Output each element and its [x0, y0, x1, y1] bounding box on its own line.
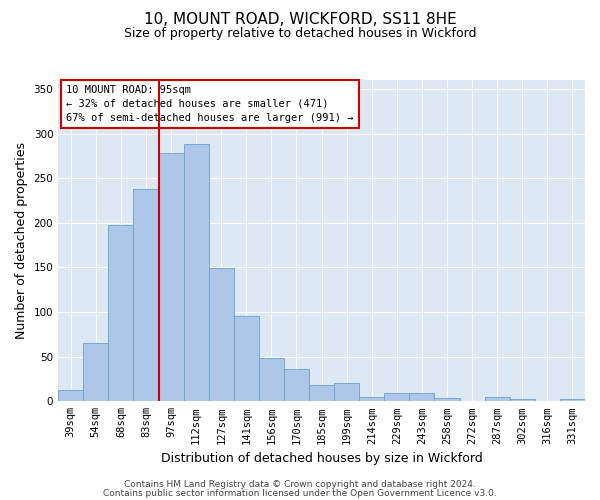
Bar [359, 397, 385, 402]
Bar [209, 268, 234, 402]
Bar [385, 394, 409, 402]
Bar [560, 398, 585, 402]
Bar [485, 397, 510, 402]
Bar [510, 398, 535, 402]
Y-axis label: Number of detached properties: Number of detached properties [15, 142, 28, 339]
Bar [334, 384, 359, 402]
Bar [259, 358, 284, 402]
X-axis label: Distribution of detached houses by size in Wickford: Distribution of detached houses by size … [161, 452, 482, 465]
Bar [83, 344, 109, 402]
Bar [409, 394, 434, 402]
Text: Contains HM Land Registry data © Crown copyright and database right 2024.: Contains HM Land Registry data © Crown c… [124, 480, 476, 489]
Text: 10, MOUNT ROAD, WICKFORD, SS11 8HE: 10, MOUNT ROAD, WICKFORD, SS11 8HE [143, 12, 457, 28]
Bar [434, 398, 460, 402]
Bar [234, 316, 259, 402]
Bar [184, 144, 209, 402]
Bar [109, 224, 133, 402]
Bar [133, 189, 158, 402]
Text: Contains public sector information licensed under the Open Government Licence v3: Contains public sector information licen… [103, 488, 497, 498]
Bar [58, 390, 83, 402]
Text: 10 MOUNT ROAD: 95sqm
← 32% of detached houses are smaller (471)
67% of semi-deta: 10 MOUNT ROAD: 95sqm ← 32% of detached h… [66, 85, 353, 123]
Text: Size of property relative to detached houses in Wickford: Size of property relative to detached ho… [124, 28, 476, 40]
Bar [309, 385, 334, 402]
Bar [158, 153, 184, 402]
Bar [284, 369, 309, 402]
